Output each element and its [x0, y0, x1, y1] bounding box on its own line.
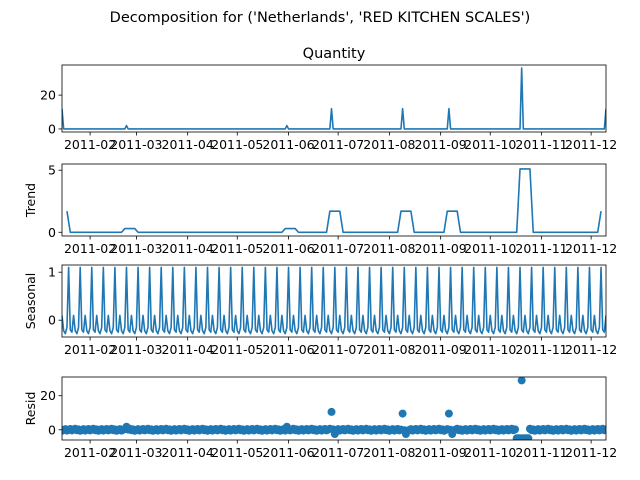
x-tick-label: 2011-07	[312, 445, 364, 460]
resid-point	[398, 409, 407, 418]
x-tick-label: 2011-10	[464, 342, 516, 357]
axes-frame	[61, 264, 607, 338]
resid-point	[517, 377, 526, 385]
x-tick-label: 2011-11	[515, 137, 567, 152]
x-tick-label: 2011-05	[211, 342, 263, 357]
axes-frame	[61, 64, 607, 133]
x-tick-label: 2011-06	[262, 137, 314, 152]
x-tick-label: 2011-02	[64, 445, 116, 460]
y-axis-label: Trend	[23, 183, 38, 218]
x-tick-label: 2011-09	[415, 445, 467, 460]
x-tick-label: 2011-05	[211, 241, 263, 256]
plot-area	[66, 168, 602, 234]
x-tick-label: 2011-09	[415, 137, 467, 152]
plot-area	[62, 266, 606, 335]
x-tick-label: 2011-12	[565, 445, 617, 460]
x-tick-label: 2011-02	[64, 137, 116, 152]
x-tick-label: 2011-10	[464, 445, 516, 460]
x-tick-label: 2011-09	[415, 241, 467, 256]
x-tick-label: 2011-04	[162, 342, 214, 357]
resid-point	[327, 407, 336, 416]
x-tick-label: 2011-12	[565, 241, 617, 256]
seasonal-series-line	[62, 266, 606, 335]
quantity-series-line	[62, 67, 606, 130]
x-tick-label: 2011-10	[464, 241, 516, 256]
y-tick-label: 20	[40, 388, 56, 403]
y-tick-label: 1	[48, 265, 56, 280]
x-tick-label: 2011-04	[162, 241, 214, 256]
x-tick-label: 2011-03	[110, 137, 162, 152]
plot-area	[62, 67, 606, 130]
x-tick-label: 2011-08	[363, 445, 415, 460]
x-tick-label: 2011-05	[211, 445, 263, 460]
x-tick-label: 2011-11	[515, 241, 567, 256]
trend-series-line	[66, 168, 602, 234]
x-tick-label: 2011-12	[565, 137, 617, 152]
x-tick-label: 2011-12	[565, 342, 617, 357]
y-tick-label: 0	[48, 121, 56, 136]
x-tick-label: 2011-10	[464, 137, 516, 152]
x-tick-label: 2011-02	[64, 342, 116, 357]
x-tick-label: 2011-06	[262, 241, 314, 256]
x-tick-label: 2011-09	[415, 342, 467, 357]
resid-point	[602, 425, 606, 434]
resid-point	[524, 434, 533, 440]
x-tick-label: 2011-07	[312, 241, 364, 256]
y-tick-label: 0	[48, 422, 56, 437]
axes-frame	[61, 163, 607, 237]
x-tick-label: 2011-04	[162, 445, 214, 460]
x-tick-label: 2011-06	[262, 445, 314, 460]
x-tick-label: 2011-11	[515, 342, 567, 357]
x-tick-label: 2011-08	[363, 342, 415, 357]
panel-title: Quantity	[303, 46, 366, 62]
x-tick-label: 2011-08	[363, 137, 415, 152]
x-tick-label: 2011-02	[64, 241, 116, 256]
y-tick-label: 0	[48, 313, 56, 328]
y-axis-label: Resid	[23, 392, 38, 426]
x-tick-label: 2011-03	[110, 241, 162, 256]
x-tick-label: 2011-04	[162, 137, 214, 152]
figure-suptitle: Decomposition for ('Netherlands', 'RED K…	[110, 10, 531, 26]
y-tick-label: 5	[48, 163, 56, 178]
x-tick-label: 2011-03	[110, 445, 162, 460]
x-tick-label: 2011-06	[262, 342, 314, 357]
axes-frame	[61, 376, 607, 441]
x-tick-label: 2011-11	[515, 445, 567, 460]
resid-point	[511, 425, 520, 434]
x-tick-label: 2011-05	[211, 137, 263, 152]
x-tick-label: 2011-03	[110, 342, 162, 357]
y-axis-label: Seasonal	[23, 273, 38, 330]
resid-point	[444, 409, 453, 418]
y-tick-label: 20	[40, 88, 56, 103]
x-tick-label: 2011-08	[363, 241, 415, 256]
plot-area	[62, 377, 606, 440]
y-tick-label: 0	[48, 225, 56, 240]
x-tick-label: 2011-07	[312, 137, 364, 152]
x-tick-label: 2011-07	[312, 342, 364, 357]
